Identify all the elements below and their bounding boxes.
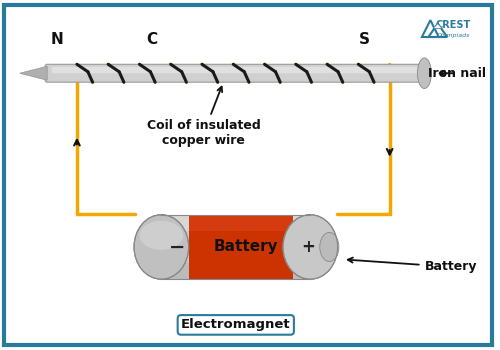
Text: Coil of insulated
copper wire: Coil of insulated copper wire: [146, 87, 260, 147]
Bar: [188, 215, 293, 231]
Bar: [162, 263, 310, 279]
Text: +: +: [301, 238, 314, 256]
Text: CREST: CREST: [436, 20, 470, 30]
Text: Battery: Battery: [348, 258, 477, 273]
Text: −: −: [169, 238, 186, 257]
Polygon shape: [433, 23, 442, 29]
Ellipse shape: [418, 58, 432, 89]
Text: C: C: [146, 33, 157, 48]
Text: N: N: [50, 33, 64, 48]
Text: Electromagnet: Electromagnet: [181, 318, 290, 331]
Bar: [162, 215, 310, 279]
Ellipse shape: [283, 215, 338, 279]
Text: Iron nail: Iron nail: [428, 67, 486, 80]
Bar: [188, 215, 293, 279]
FancyBboxPatch shape: [45, 64, 424, 82]
Bar: [162, 215, 310, 231]
Text: S: S: [360, 33, 370, 48]
Ellipse shape: [140, 221, 183, 250]
FancyBboxPatch shape: [52, 67, 418, 73]
Ellipse shape: [134, 215, 188, 279]
Polygon shape: [20, 66, 47, 80]
Text: Battery: Battery: [214, 239, 278, 254]
Ellipse shape: [320, 232, 339, 261]
Text: Olympiads: Olympiads: [437, 33, 470, 37]
